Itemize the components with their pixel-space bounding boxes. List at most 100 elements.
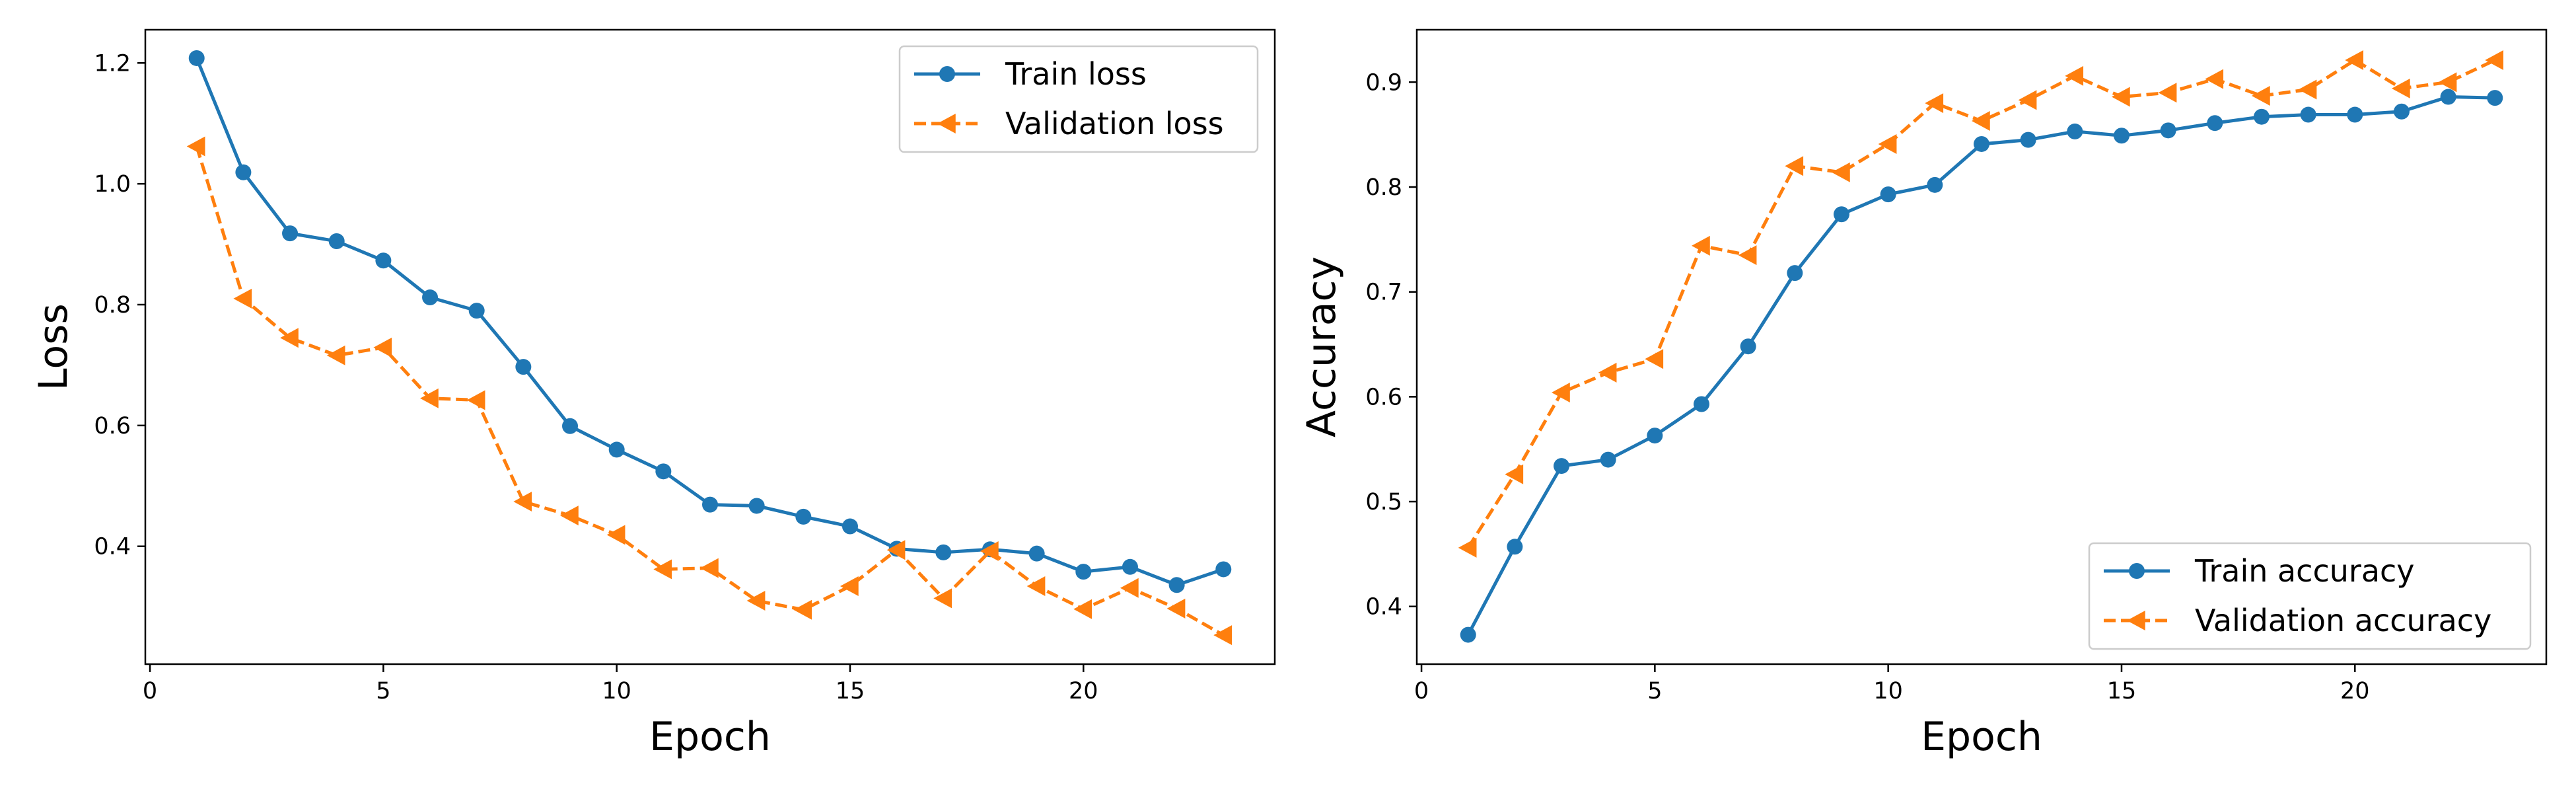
accuracy-x-ticks: 0 5 10 15 20: [1414, 664, 2370, 704]
loss-y-axis-label: Loss: [30, 303, 77, 391]
legend-marker-validation-loss: [937, 114, 956, 133]
y-tick-label: 0.6: [94, 413, 131, 439]
accuracy-series-layer: [1458, 50, 2504, 643]
data-point-validation-loss: [886, 540, 906, 560]
legend-marker-shape: [939, 66, 955, 82]
data-point-validation-accuracy: [1785, 156, 1804, 176]
loss-chart: 0 5 10 15 20 0.4 0.6 0.8 1.0 1.2 Epoch Loss Trai…: [30, 28, 1276, 760]
data-point-train-accuracy: [1834, 206, 1850, 223]
data-point-train-loss: [1028, 545, 1045, 562]
data-point-train-accuracy: [1694, 396, 1710, 412]
data-point-train-accuracy: [2253, 108, 2270, 125]
legend-entry-validation-loss: Validation loss: [914, 106, 1224, 141]
data-point-train-loss: [935, 544, 952, 560]
data-point-train-loss: [375, 252, 392, 269]
x-tick-label: 0: [1414, 678, 1429, 704]
data-point-validation-accuracy: [1878, 133, 1897, 154]
x-tick-label: 5: [1647, 678, 1662, 704]
accuracy-y-ticks: 0.4 0.5 0.6 0.7 0.8 0.9: [1365, 69, 1417, 621]
data-point-validation-loss: [513, 492, 532, 512]
data-point-validation-loss: [840, 576, 859, 597]
loss-legend: Train loss Validation loss: [898, 45, 1259, 153]
data-point-validation-accuracy: [2345, 50, 2364, 71]
data-point-validation-loss: [980, 541, 999, 562]
accuracy-legend-box: [2088, 542, 2532, 650]
legend-label-validation-loss: Validation loss: [1005, 106, 1224, 141]
data-point-validation-accuracy: [1692, 235, 1710, 256]
data-point-validation-loss: [1073, 599, 1092, 619]
data-point-validation-accuracy: [1832, 162, 1850, 182]
x-tick-label: 10: [602, 678, 631, 704]
data-point-validation-loss: [373, 337, 392, 358]
data-point-train-loss: [562, 418, 579, 434]
legend-marker-shape: [2129, 563, 2145, 579]
data-point-validation-accuracy: [2065, 65, 2084, 86]
y-tick-label: 1.0: [94, 171, 131, 198]
y-tick-label: 0.8: [1365, 174, 1402, 201]
data-point-train-accuracy: [1600, 451, 1616, 468]
data-point-validation-accuracy: [1925, 93, 1944, 114]
data-point-validation-loss: [793, 599, 812, 620]
data-point-train-loss: [608, 441, 625, 458]
data-point-train-accuracy: [1927, 176, 1943, 193]
y-tick-label: 1.2: [94, 50, 131, 77]
data-point-train-accuracy: [1740, 338, 1756, 355]
data-point-train-loss: [282, 225, 299, 242]
data-point-train-accuracy: [1460, 626, 1476, 643]
data-point-train-accuracy: [1554, 458, 1570, 474]
data-point-train-loss: [422, 289, 439, 306]
data-point-train-loss: [748, 498, 765, 514]
data-point-validation-loss: [326, 345, 345, 365]
legend-marker-shape: [937, 114, 956, 133]
data-point-train-loss: [515, 359, 532, 375]
data-point-validation-accuracy: [2438, 72, 2457, 93]
data-point-validation-loss: [420, 388, 439, 408]
legend-entry-validation-accuracy: Validation accuracy: [2104, 603, 2491, 638]
data-point-train-accuracy: [1507, 539, 1523, 555]
legend-entry-train-accuracy: Train accuracy: [2104, 553, 2415, 589]
data-point-train-accuracy: [2440, 89, 2456, 105]
accuracy-x-axis-label: Epoch: [1921, 714, 2042, 760]
accuracy-plot-frame: [1415, 28, 2548, 665]
legend-label-validation-accuracy: Validation accuracy: [2195, 603, 2491, 638]
data-point-validation-accuracy: [2205, 69, 2224, 89]
x-tick-label: 0: [143, 678, 157, 704]
data-point-validation-accuracy: [2111, 87, 2130, 107]
x-tick-label: 20: [1069, 678, 1098, 704]
data-point-validation-accuracy: [2158, 83, 2177, 103]
data-point-train-accuracy: [2067, 123, 2083, 139]
data-point-validation-loss: [1166, 598, 1186, 619]
data-point-validation-loss: [653, 559, 672, 580]
loss-x-ticks: 0 5 10 15 20: [143, 664, 1098, 704]
loss-series-layer: [186, 50, 1233, 646]
data-point-train-loss: [188, 50, 205, 66]
y-tick-label: 0.7: [1365, 280, 1402, 306]
data-point-train-accuracy: [2113, 128, 2129, 144]
legend-marker-validation-accuracy: [2127, 611, 2145, 630]
data-point-validation-accuracy: [1505, 464, 1524, 484]
data-point-train-accuracy: [2487, 90, 2503, 106]
data-point-validation-accuracy: [2298, 79, 2317, 100]
data-point-validation-loss: [933, 588, 952, 609]
y-tick-label: 0.9: [1365, 69, 1402, 96]
loss-x-axis-label: Epoch: [649, 714, 771, 760]
accuracy-y-axis-label: Accuracy: [1299, 256, 1345, 437]
data-point-validation-loss: [1120, 578, 1139, 598]
x-tick-label: 10: [1873, 678, 1903, 704]
data-point-train-loss: [1075, 564, 1092, 580]
data-point-validation-accuracy: [1458, 537, 1477, 558]
data-point-train-accuracy: [1647, 428, 1663, 444]
loss-legend-box: [898, 45, 1259, 153]
x-tick-label: 15: [2107, 678, 2137, 704]
y-tick-label: 0.8: [94, 292, 131, 319]
data-point-validation-accuracy: [1598, 362, 1617, 383]
data-point-validation-accuracy: [1552, 383, 1570, 403]
data-point-train-accuracy: [1974, 135, 1989, 152]
data-point-validation-accuracy: [1645, 349, 1664, 369]
data-point-train-loss: [468, 303, 485, 319]
data-point-train-loss: [795, 508, 812, 525]
data-point-validation-loss: [186, 136, 205, 157]
x-tick-label: 20: [2340, 678, 2370, 704]
y-tick-label: 0.4: [94, 534, 131, 560]
